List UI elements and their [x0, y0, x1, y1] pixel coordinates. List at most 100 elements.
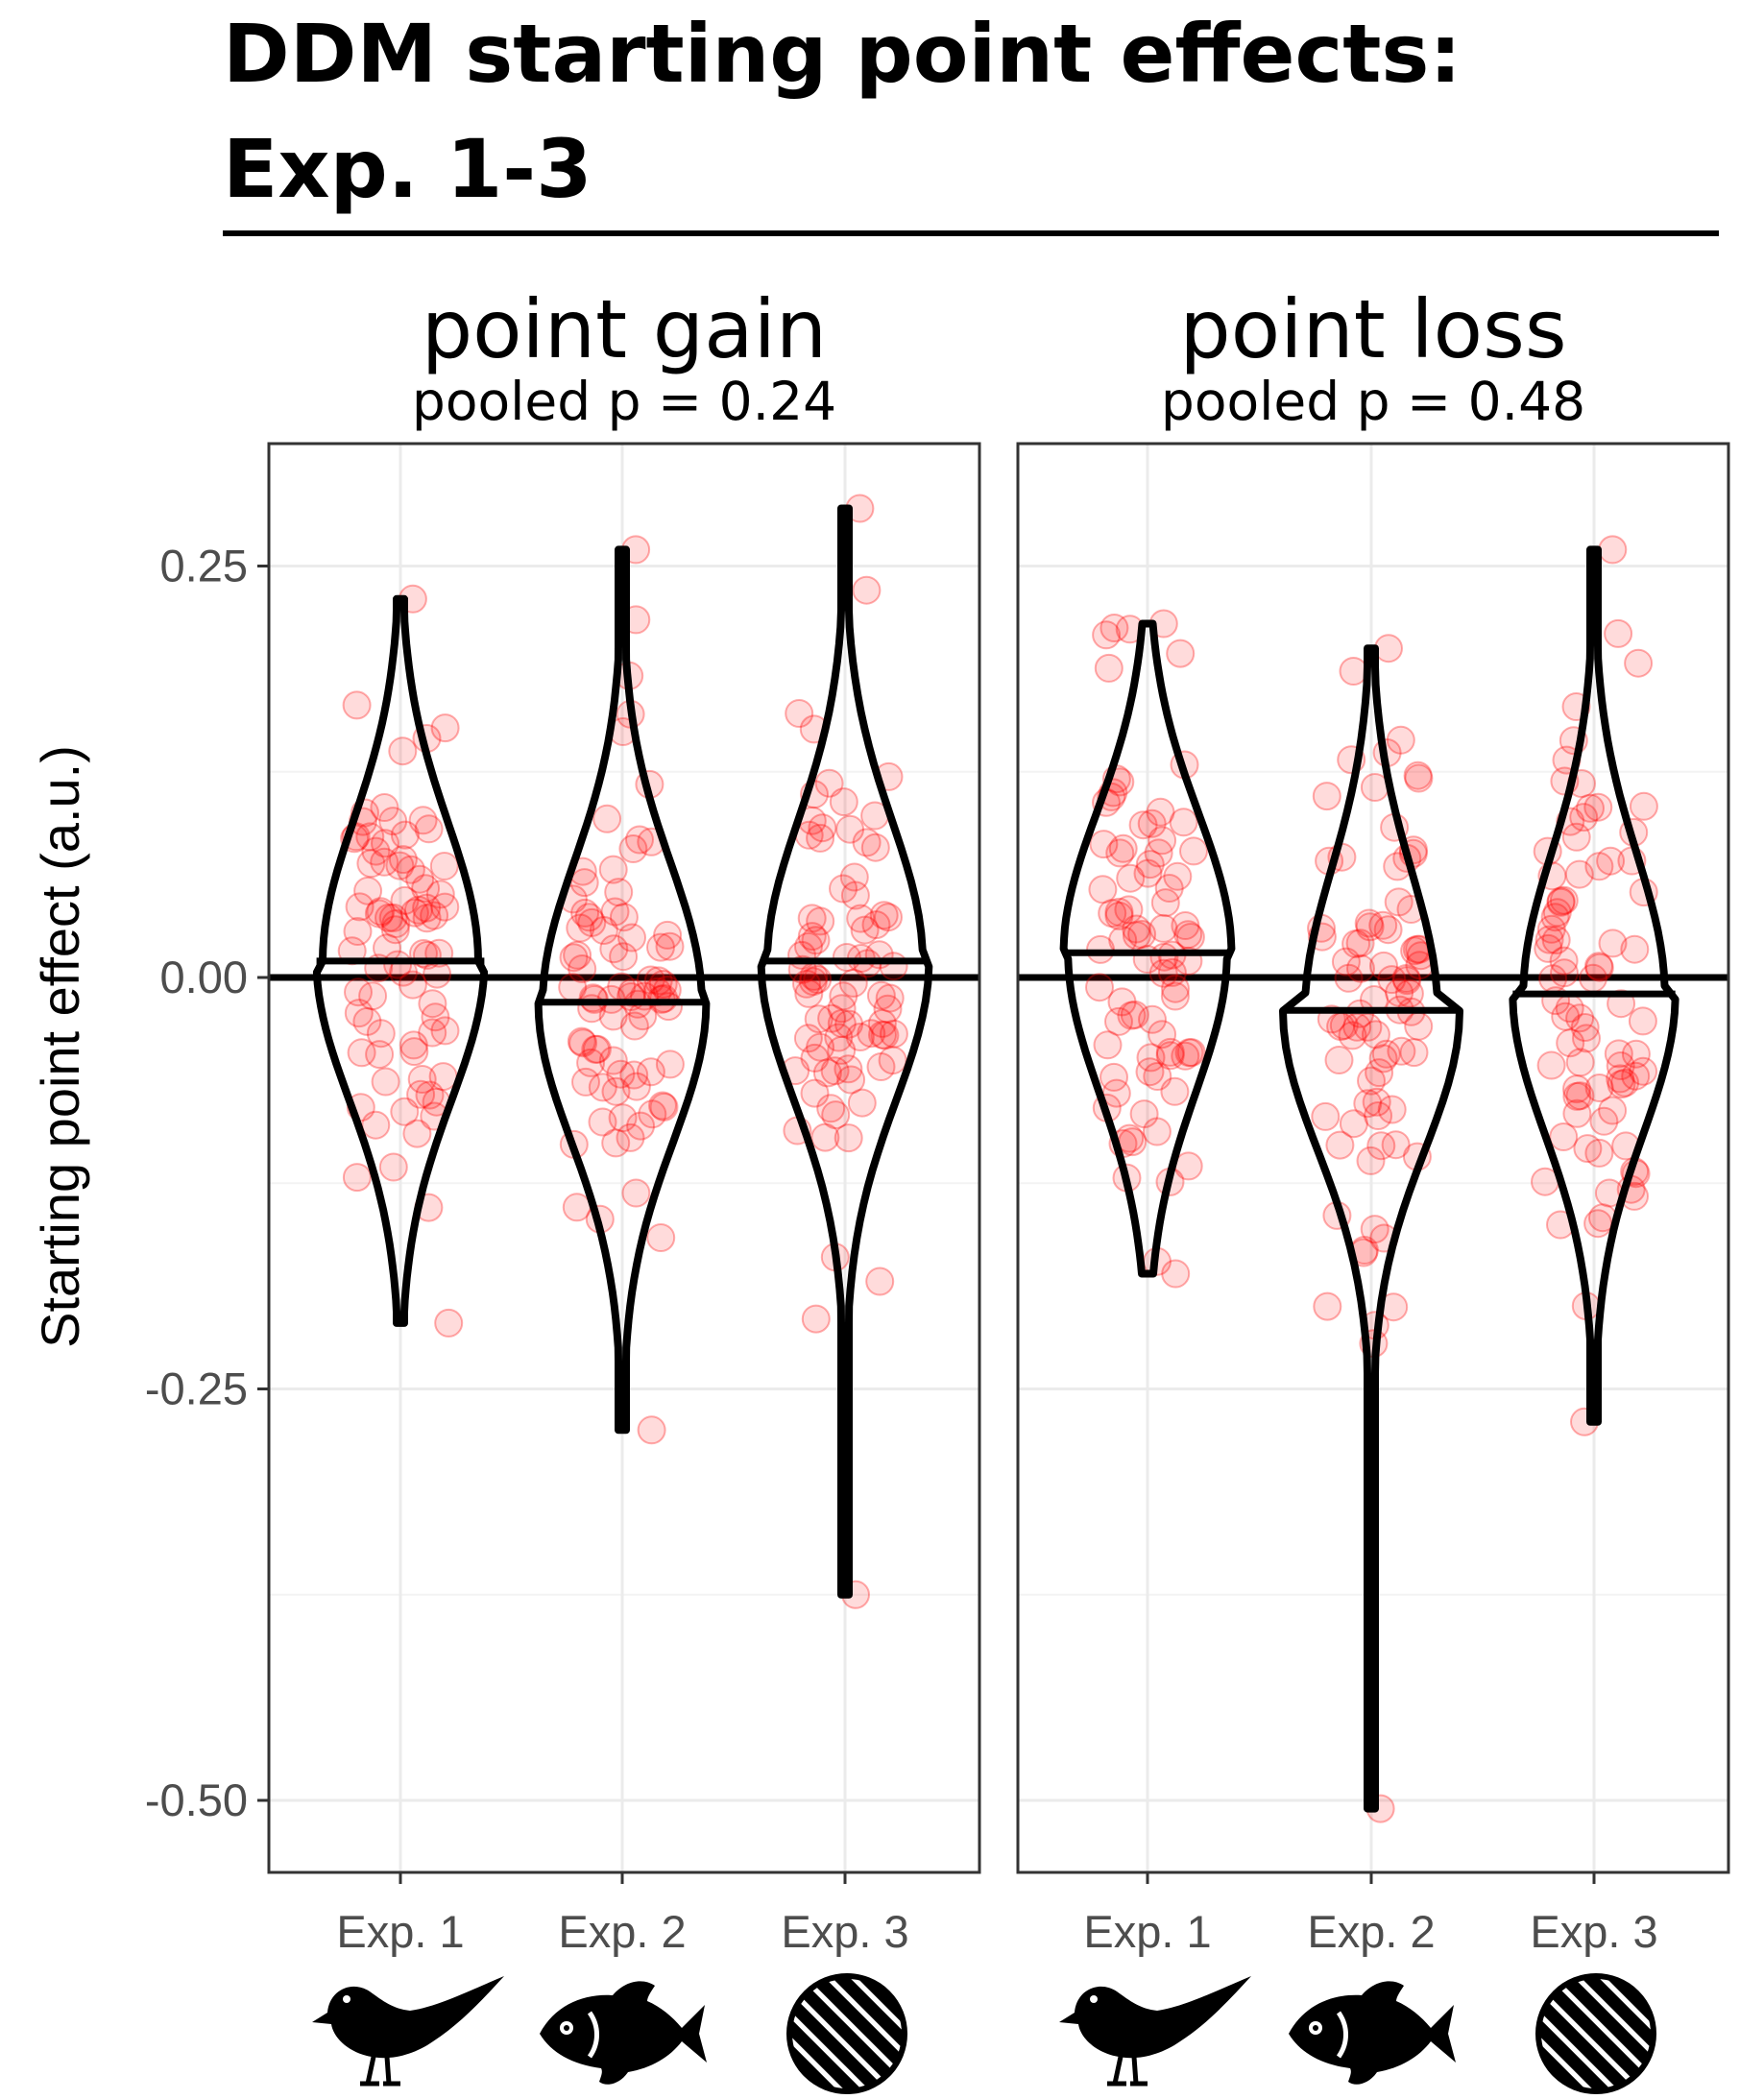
data-point: [378, 807, 408, 836]
x-tick-label: Exp. 3: [781, 1906, 908, 1957]
data-point: [398, 970, 427, 1000]
data-point: [355, 822, 385, 852]
data-point: [1551, 1001, 1581, 1031]
data-point: [812, 1058, 842, 1088]
data-point: [1094, 653, 1124, 683]
data-point: [1166, 639, 1196, 668]
data-point: [390, 885, 420, 915]
data-point: [434, 1308, 464, 1338]
data-point: [621, 1072, 651, 1101]
data-point: [836, 1065, 866, 1095]
data-point: [361, 1110, 391, 1140]
data-point: [1364, 1101, 1393, 1130]
y-axis-ticks: 0.25 0.00 -0.25 -0.50: [145, 541, 269, 1825]
data-point: [873, 994, 903, 1024]
chart-title-line2: Exp. 1-3: [223, 122, 592, 216]
data-point: [366, 1019, 396, 1049]
data-point: [415, 1080, 445, 1110]
data-point: [414, 814, 444, 844]
data-point: [568, 1028, 598, 1058]
data-point: [1583, 792, 1613, 822]
data-point: [570, 898, 600, 928]
data-point: [347, 1038, 376, 1068]
data-point: [1176, 1038, 1206, 1068]
data-point: [1549, 885, 1579, 915]
data-point: [846, 904, 876, 933]
data-point: [1107, 987, 1137, 1017]
data-point: [1160, 981, 1190, 1011]
data-point: [1093, 1030, 1123, 1060]
data-point: [1534, 933, 1563, 963]
data-point: [797, 922, 827, 952]
data-point: [1341, 929, 1371, 958]
data-point: [1346, 953, 1375, 983]
data-point: [1122, 921, 1151, 951]
data-point: [1135, 850, 1165, 880]
data-point: [1325, 1130, 1355, 1160]
data-point: [582, 1034, 612, 1064]
data-point: [1154, 874, 1184, 903]
data-point: [1562, 1074, 1591, 1104]
data-point: [824, 1023, 854, 1052]
data-point: [1122, 914, 1151, 944]
data-point: [567, 1026, 596, 1056]
x-tick-label: Exp. 2: [1307, 1906, 1435, 1957]
data-point: [1312, 782, 1341, 811]
data-point: [1143, 1062, 1172, 1091]
data-point: [1324, 1046, 1354, 1074]
data-point: [364, 899, 394, 929]
data-point: [646, 932, 675, 962]
data-point: [385, 851, 415, 881]
data-point: [1120, 1000, 1149, 1029]
violin-Exp. 3: [757, 504, 933, 1599]
data-point: [1403, 760, 1433, 790]
data-point: [1148, 826, 1177, 856]
data-point: [571, 1067, 600, 1097]
data-point: [869, 901, 899, 930]
data-point: [390, 820, 420, 850]
data-point: [1562, 1081, 1592, 1111]
data-point: [840, 881, 870, 910]
data-point: [344, 999, 374, 1028]
data-point: [1108, 833, 1138, 863]
data-point: [879, 952, 908, 981]
data-point: [1334, 963, 1364, 993]
data-point: [581, 1034, 611, 1064]
data-point: [798, 967, 828, 997]
data-point: [621, 1178, 651, 1208]
data-point: [865, 1267, 895, 1296]
data-point: [1136, 1043, 1166, 1073]
data-point: [1377, 1095, 1407, 1124]
data-point: [1385, 977, 1414, 1007]
data-point: [1604, 1039, 1633, 1069]
data-point: [563, 940, 592, 970]
points-Exp. 3: [781, 494, 908, 1609]
data-point: [827, 1035, 857, 1065]
data-point: [1313, 1291, 1342, 1321]
data-point: [1387, 1036, 1416, 1066]
data-point: [1099, 614, 1129, 642]
data-point: [1546, 886, 1576, 916]
data-point: [879, 1019, 908, 1049]
data-point: [1621, 1061, 1651, 1091]
data-point: [403, 895, 433, 925]
data-point: [428, 1062, 458, 1092]
data-point: [1089, 830, 1119, 859]
data-point: [820, 1056, 850, 1086]
data-point: [1541, 926, 1571, 954]
data-point: [1157, 957, 1187, 987]
data-point: [1137, 808, 1167, 838]
data-point: [875, 983, 905, 1013]
data-point: [1589, 1106, 1619, 1136]
violin-Exp. 3: [1509, 545, 1679, 1426]
data-point: [381, 909, 411, 938]
data-point: [1356, 1146, 1386, 1175]
violin-Exp. 2: [1279, 644, 1463, 1813]
data-point: [342, 690, 372, 720]
data-point: [852, 575, 882, 605]
data-point: [643, 966, 673, 996]
data-point: [1117, 1001, 1147, 1030]
data-point: [1628, 1006, 1657, 1036]
